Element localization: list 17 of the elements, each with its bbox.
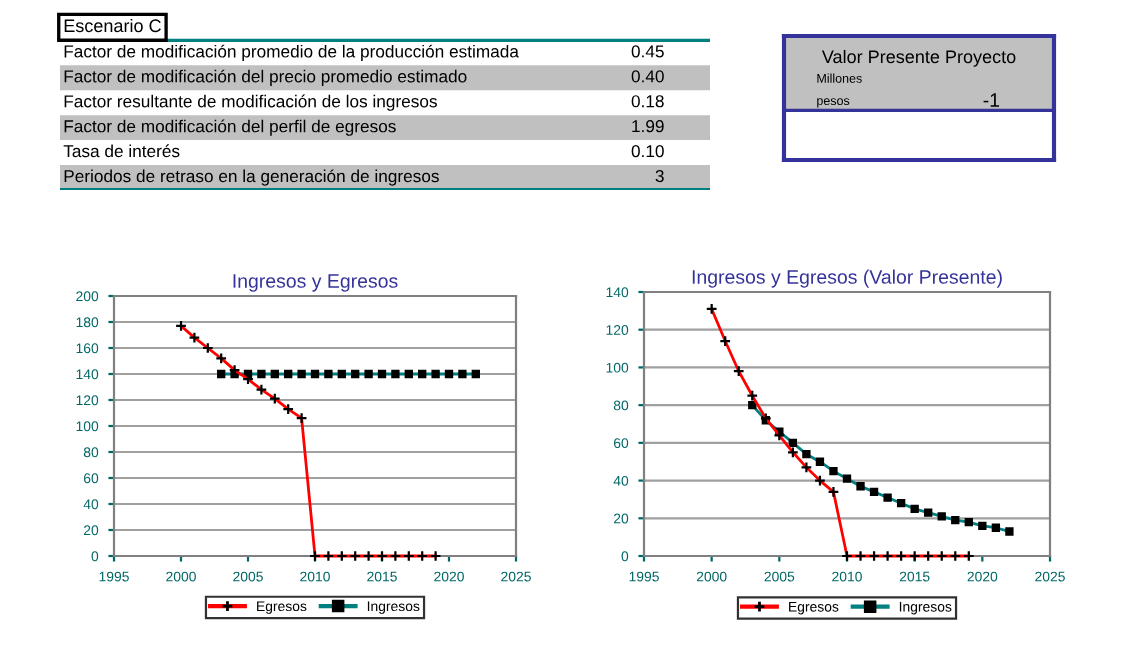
data-label: 0.10	[631, 145, 664, 158]
data-label: 0.45	[631, 45, 664, 58]
chart-title: Ingresos y Egresos	[233, 274, 398, 292]
category-label: Tasa de interés	[63, 144, 180, 158]
category-label: Factor de modificación del perfil de egresos	[64, 119, 396, 136]
data-label: -1	[983, 93, 1000, 107]
category-label: Factor resultante de modificación de los ingresos	[64, 94, 437, 111]
text: Valor Presente Proyecto	[821, 49, 1016, 67]
data-label: 0.40	[631, 70, 664, 83]
text: Escenario C	[64, 18, 161, 33]
category-label: Factor de modificación del precio promedio estimado	[64, 69, 467, 86]
category-label: Periodos de retraso en la generación de ingresos	[64, 169, 439, 186]
chart-title: Ingresos y Egresos (Valor Presente)	[692, 269, 1002, 288]
category-label: Factor de modificación promedio de la producción estimada	[64, 44, 519, 61]
data-label: 0.18	[631, 95, 664, 108]
data-label: 1.99	[632, 120, 664, 133]
data-label: 3	[655, 169, 664, 183]
